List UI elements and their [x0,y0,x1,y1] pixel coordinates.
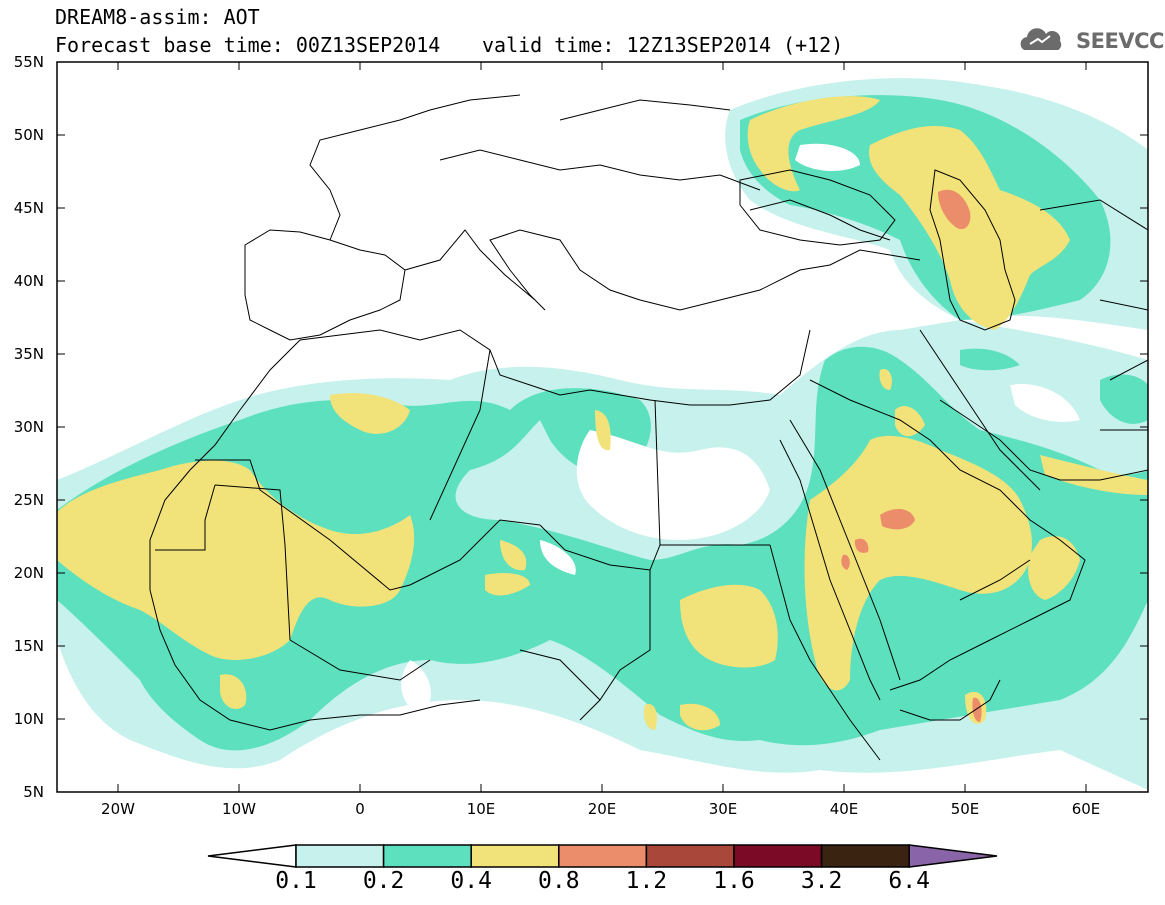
lon-label: 0 [355,800,365,818]
lat-label: 5N [23,783,44,801]
lon-label: 20E [587,800,617,818]
lat-label: 20N [13,564,44,582]
aot-contour-0-4 [57,96,1148,731]
aot-contour-0-8 [841,189,982,722]
colorbar-label: 0.2 [362,868,405,894]
lat-label: 30N [13,418,44,436]
colorbar-label: 1.6 [713,868,755,894]
colorbar-label: 6.4 [888,868,930,894]
lon-label: 10E [466,800,496,818]
lon-label: 40E [829,800,859,818]
colorbar-label: 3.2 [800,868,843,894]
lat-label: 55N [13,53,44,71]
lat-label: 15N [13,637,44,655]
map-title: DREAM8-assim: AOT [55,5,260,29]
lat-label: 50N [13,126,44,144]
colorbar-label: 0.1 [275,868,317,894]
colorbar-label: 0.4 [450,868,492,894]
logo-text: SEEVCCC [1076,29,1165,53]
lat-label: 25N [13,491,44,509]
lon-label: 10W [222,800,256,818]
colorbar-label: 1.2 [625,868,668,894]
colorbar-label: 0.8 [538,868,580,894]
lon-label: 50E [950,800,980,818]
aot-holes [401,143,1080,715]
lon-label: 20W [101,800,135,818]
lat-label: 10N [13,710,44,728]
lat-label: 45N [13,199,44,217]
lon-ticks [117,62,1087,792]
lat-label: 35N [13,345,44,363]
lon-label: 30E [708,800,738,818]
lat-label: 40N [13,272,44,290]
cloud-logo-icon [1020,28,1062,50]
lat-ticks [57,61,1148,720]
forecast-base-time: Forecast base time: 00Z13SEP2014 [55,33,441,57]
valid-time: valid time: 12Z13SEP2014 (+12) [482,33,844,57]
lon-label: 60E [1071,800,1101,818]
country-borders [149,94,1148,761]
